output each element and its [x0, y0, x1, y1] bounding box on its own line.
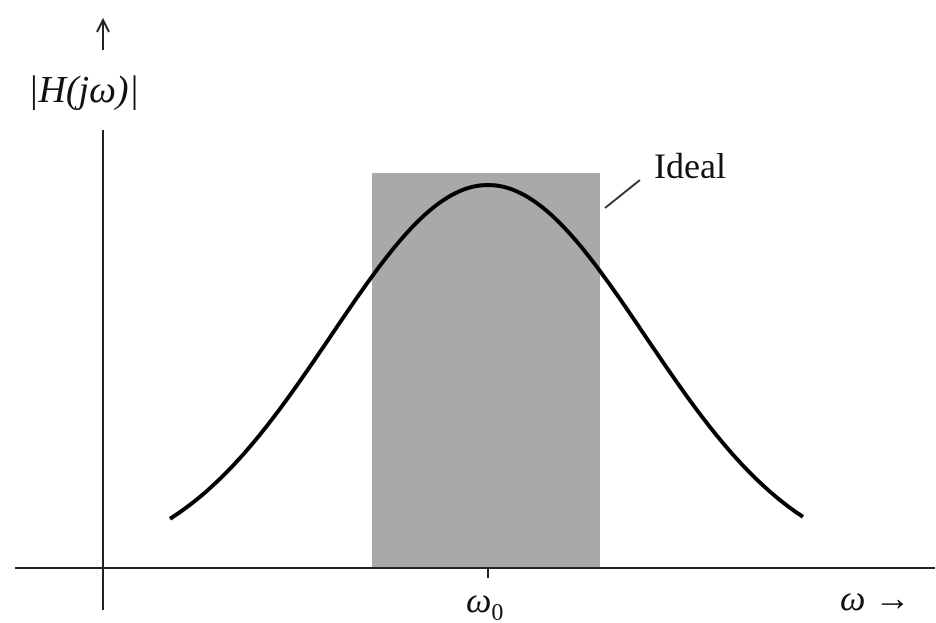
leader-line	[604, 179, 641, 209]
response-curve	[168, 182, 805, 521]
ideal-passband	[372, 173, 600, 568]
center-subscript: 0	[491, 600, 503, 623]
y-arrow-head	[96, 17, 110, 33]
ideal-label: Ideal	[654, 146, 726, 186]
center-symbol: ω	[466, 580, 491, 620]
x-label: ω →	[840, 578, 910, 618]
center-label: ω0	[466, 580, 503, 623]
y-label: |H(jω)|	[28, 69, 139, 111]
